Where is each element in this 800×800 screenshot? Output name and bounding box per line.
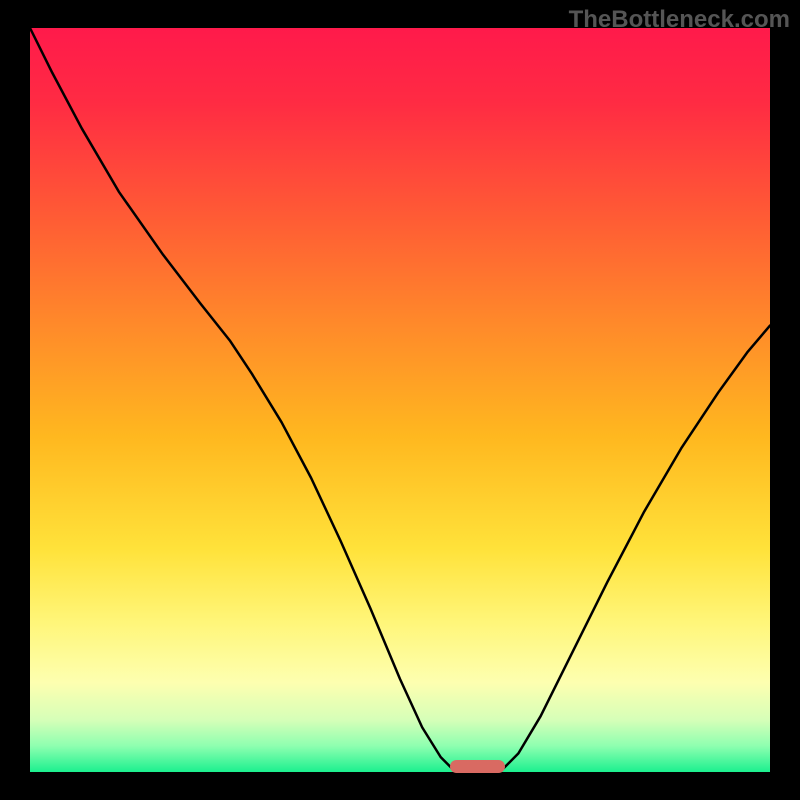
chart-canvas: TheBottleneck.com [0, 0, 800, 800]
optimal-marker [450, 760, 506, 773]
plot-area [30, 28, 770, 772]
bottleneck-curve [30, 28, 770, 772]
